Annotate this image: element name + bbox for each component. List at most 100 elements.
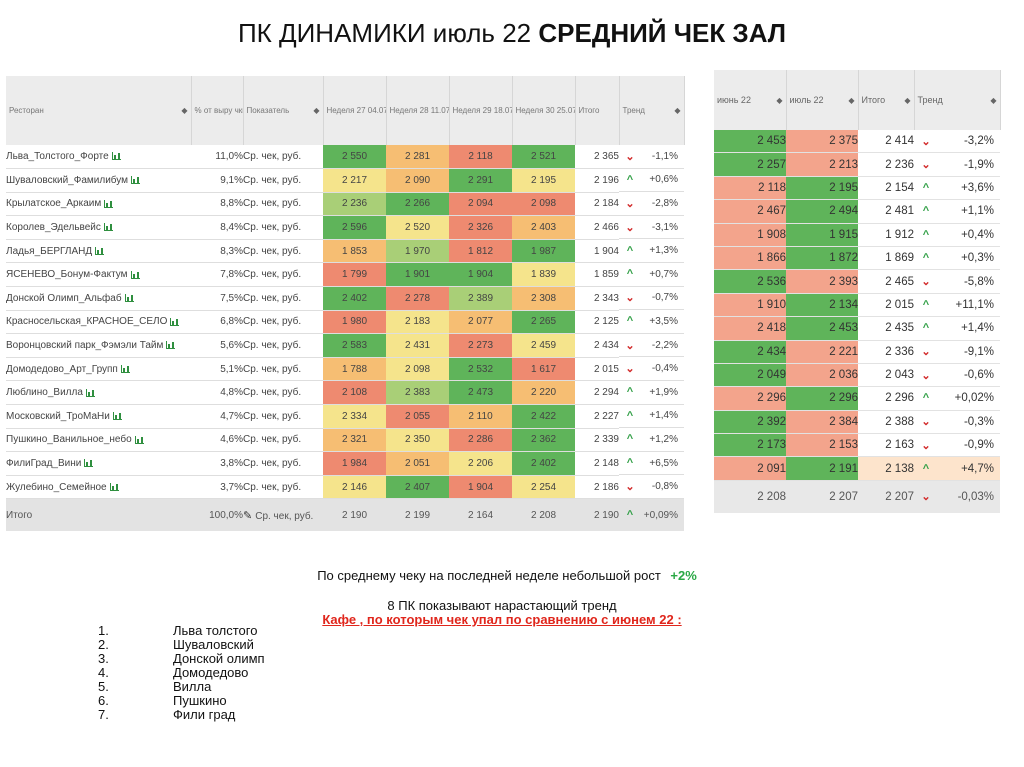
total-value: 2 043: [858, 363, 914, 388]
footer-share: 100,0%: [191, 498, 243, 532]
bar-chart-icon[interactable]: [130, 270, 140, 279]
june-value: 2 434: [714, 340, 786, 364]
july-value: 2 453: [786, 316, 858, 341]
week-value: 2 278: [386, 286, 449, 311]
week-value: 2 383: [386, 380, 449, 406]
trend-cell: ^ +1,9%: [619, 381, 684, 405]
trend-up-icon: ^: [626, 315, 634, 328]
june-value: 1 866: [714, 246, 786, 271]
column-header[interactable]: Показатель ◆: [243, 76, 324, 145]
column-header[interactable]: Неделя 29 18.07-24.07.22: [449, 76, 513, 145]
trend-wrap: ^ +1,1%: [914, 205, 1000, 217]
trend-cell: ⌄ -2,2%: [619, 334, 684, 358]
bar-chart-icon[interactable]: [103, 223, 113, 232]
trend-down-icon: ⌄: [625, 339, 635, 352]
sort-icon[interactable]: ◆: [313, 106, 320, 115]
restaurant-label: Московский_ТроМаНи: [6, 410, 110, 422]
total-value: 2 163: [858, 433, 914, 458]
pencil-icon[interactable]: ✎: [243, 509, 253, 522]
week-value: 2 051: [386, 451, 449, 476]
table-row: Красносельская_КРАСНОЕ_СЕЛО 6,8% Ср. чек, …: [6, 310, 684, 335]
trend-value: -3,1%: [651, 221, 678, 233]
week-value: 2 217: [323, 168, 386, 193]
bar-chart-icon[interactable]: [166, 341, 176, 350]
week-value: 1 617: [512, 357, 575, 382]
bar-chart-icon[interactable]: [111, 152, 121, 161]
table-row: 2 392 2 384 2 388 ⌄ -0,3%: [714, 410, 1000, 435]
header-label: Тренд: [917, 95, 943, 105]
bar-chart-icon[interactable]: [124, 294, 134, 303]
column-header[interactable]: Тренд ◆: [619, 76, 685, 145]
restaurant-name: Московский_ТроМаНи: [6, 404, 191, 429]
total-value: 2 015: [858, 293, 914, 318]
bar-chart-icon[interactable]: [104, 199, 114, 208]
footer-july: 2 207: [786, 480, 858, 513]
june-value: 1 908: [714, 223, 786, 247]
trend-down-icon: ⌄: [921, 369, 931, 382]
bar-chart-icon[interactable]: [95, 247, 105, 256]
table-row: Воронцовский парк_Фэмэли Тайм 5,6% Ср. чек…: [6, 333, 684, 358]
sort-icon[interactable]: ◆: [674, 106, 681, 115]
column-header[interactable]: Итого: [575, 76, 620, 145]
sort-icon[interactable]: ◆: [904, 95, 911, 105]
bar-chart-icon[interactable]: [131, 176, 141, 185]
indicator: Ср. чек, руб.: [243, 333, 323, 358]
table-row: Жулебино_Семейное 3,7% Ср. чек, руб. 2 146 2…: [6, 475, 684, 500]
header-cell: июль 22 ◆: [787, 70, 858, 130]
bar-chart-icon[interactable]: [170, 317, 180, 326]
column-header[interactable]: Ресторан ◆: [6, 76, 192, 145]
header-label: % от выру чки: [194, 105, 243, 115]
week-value: 1 812: [449, 239, 512, 264]
week-value: 2 265: [512, 310, 575, 335]
trend-down-icon: ⌄: [921, 135, 931, 148]
table-row: 2 049 2 036 2 043 ⌄ -0,6%: [714, 363, 1000, 388]
revenue-share: 5,6%: [191, 333, 243, 358]
column-header[interactable]: Неделя 28 11.07-17.07.22: [386, 76, 450, 145]
total-value: 2 339: [575, 428, 619, 453]
list-number: 7.: [98, 707, 109, 722]
table-row: Ладья_БЕРГЛАНД 8,3% Ср. чек, руб. 1 853 1 97…: [6, 239, 684, 264]
table-row: ФилиГрад_Вини 3,8% Ср. чек, руб. 1 984 2 051…: [6, 451, 684, 476]
restaurant-name: ФилиГрад_Вини: [6, 451, 191, 476]
column-header[interactable]: Неделя 30 25.07-31.07.22: [512, 76, 576, 145]
bar-chart-icon[interactable]: [134, 435, 144, 444]
restaurant-name: Льва_Толстого_Форте: [6, 145, 191, 170]
july-value: 2 393: [786, 269, 858, 294]
trend-up-icon: ^: [922, 205, 930, 218]
bar-chart-icon[interactable]: [120, 365, 130, 373]
bar-chart-icon[interactable]: [112, 412, 122, 421]
restaurant-label: Донской Олимп_Альфаб: [6, 292, 122, 304]
sort-icon[interactable]: ◆: [181, 106, 188, 115]
restaurant-name: Жулебино_Семейное: [6, 475, 191, 500]
total-value: 2 466: [575, 215, 619, 240]
bar-chart-icon[interactable]: [109, 482, 119, 491]
header-cell: Неделя 28 11.07-17.07.22: [387, 76, 449, 145]
column-header[interactable]: % от выру чки▼: [191, 76, 244, 145]
column-header[interactable]: Тренд ◆: [914, 70, 1001, 130]
table-row: 2 091 2 191 2 138 ^ +4,7%: [714, 456, 1000, 481]
sort-icon[interactable]: ◆: [776, 95, 783, 105]
cafe-list: 1. Льва толстого 2. Шуваловский 3. Донской ол…: [98, 624, 265, 722]
header-label: Неделя 27 04.07-10.07.22: [326, 105, 386, 115]
trend-value: +6,5%: [649, 457, 678, 469]
total-value: 2 186: [575, 475, 619, 500]
week-value: 2 407: [386, 475, 449, 500]
bar-chart-icon[interactable]: [85, 388, 95, 397]
cafe-name: Льва толстого: [173, 623, 258, 638]
bar-chart-icon[interactable]: [84, 459, 94, 468]
column-header[interactable]: июль 22 ◆: [786, 70, 859, 130]
trend-value: +0,02%: [954, 392, 994, 405]
column-header[interactable]: Итого ◆: [858, 70, 915, 130]
revenue-share: 3,8%: [191, 451, 243, 476]
indicator: Ср. чек, руб.: [243, 262, 323, 288]
trend-value: -0,4%: [651, 363, 678, 375]
trend-cell: ^ +0,4%: [914, 223, 1000, 247]
column-header[interactable]: Неделя 27 04.07-10.07.22: [323, 76, 387, 145]
sort-icon[interactable]: ◆: [848, 95, 855, 105]
sort-icon[interactable]: ◆: [990, 95, 997, 105]
revenue-share: 5,1%: [191, 357, 243, 382]
june-value: 2 118: [714, 176, 786, 201]
column-header[interactable]: июнь 22 ◆: [714, 70, 787, 130]
trend-wrap: ^ +0,3%: [914, 252, 1000, 264]
week-value: 2 108: [323, 380, 386, 406]
